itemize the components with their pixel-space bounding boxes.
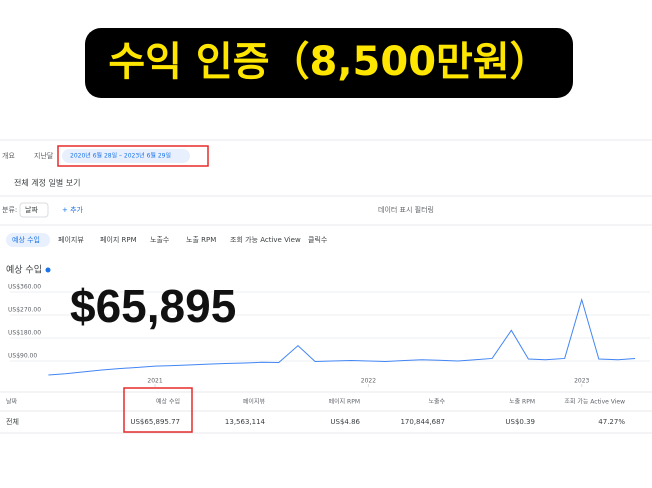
tab[interactable]: 지난달 [34, 151, 54, 160]
y-tick-label: US$180.00 [8, 330, 41, 337]
chart: US$90.00 US$180.00 US$270.00 US$360.00 2021 2… [8, 284, 650, 387]
y-tick-label: US$90.00 [8, 353, 37, 360]
column-header[interactable]: 페이지 RPM [329, 398, 360, 406]
metric-tab[interactable]: 조회 가능 Active View [230, 235, 301, 244]
banner-title: 수익 인증（8,500만원） [108, 39, 549, 85]
dropdown[interactable] [19, 202, 49, 218]
table-cell: US$0.39 [505, 418, 535, 426]
filter-button[interactable]: 데이터 표시 필터링 [378, 205, 434, 214]
table-cell: US$4.86 [330, 418, 360, 426]
column-header[interactable]: 노출수 [428, 398, 445, 406]
series-dot [45, 267, 51, 273]
view-title: 전체 계정 일별 보기 [14, 178, 81, 188]
table: 날짜 예상 수입 페이지뷰 페이지 RPM 노출수 노출 RPM 조회 가능 Active … [0, 391, 652, 434]
y-tick-label: US$270.00 [8, 307, 41, 314]
highlight-box [57, 145, 209, 167]
column-header[interactable]: 조회 가능 Active View [564, 398, 625, 406]
series-line [48, 297, 636, 376]
date-range[interactable]: 2020년 6월 28일 – 2023년 6월 29일 [70, 152, 171, 160]
table-cell: US$65,895.77 [130, 418, 180, 426]
chart-title: 예상 수입 [6, 264, 42, 276]
date-chip[interactable] [62, 149, 190, 163]
metric-tab[interactable]: 노출수 [150, 235, 170, 244]
y-tick-label: US$360.00 [8, 284, 41, 291]
column-header[interactable]: 페이지뷰 [243, 398, 266, 406]
x-tick-label: 2022 [361, 378, 376, 385]
table-cell: 47.27% [598, 418, 625, 426]
metric-tab[interactable]: 페이지 RPM [100, 235, 137, 244]
breakdown-value[interactable]: 날짜 [25, 205, 38, 214]
tab[interactable]: 개요 [2, 151, 15, 160]
table-cell: 170,844,687 [400, 418, 445, 426]
metric-tab[interactable]: 노출 RPM [186, 235, 216, 244]
column-header[interactable]: 예상 수입 [156, 398, 180, 406]
column-header[interactable]: 날짜 [6, 398, 18, 406]
metric-tab[interactable]: 클릭수 [308, 236, 328, 244]
metric-tab[interactable]: 예상 수입 [12, 235, 40, 244]
highlight-box [123, 387, 193, 433]
x-tick-label: 2021 [147, 378, 162, 385]
add-button[interactable]: + 추가 [62, 205, 84, 214]
table-cell: 13,563,114 [225, 418, 266, 426]
x-tick-label: 2023 [574, 378, 589, 385]
column-header[interactable]: 노출 RPM [509, 398, 535, 406]
breakdown-label: 분류: [2, 206, 17, 214]
metric-tab[interactable]: 페이지뷰 [58, 235, 84, 244]
tab-selected[interactable] [6, 233, 50, 247]
overlay-total: $65,895 [70, 280, 236, 332]
table-cell: 전체 [6, 417, 19, 426]
banner [85, 28, 573, 98]
